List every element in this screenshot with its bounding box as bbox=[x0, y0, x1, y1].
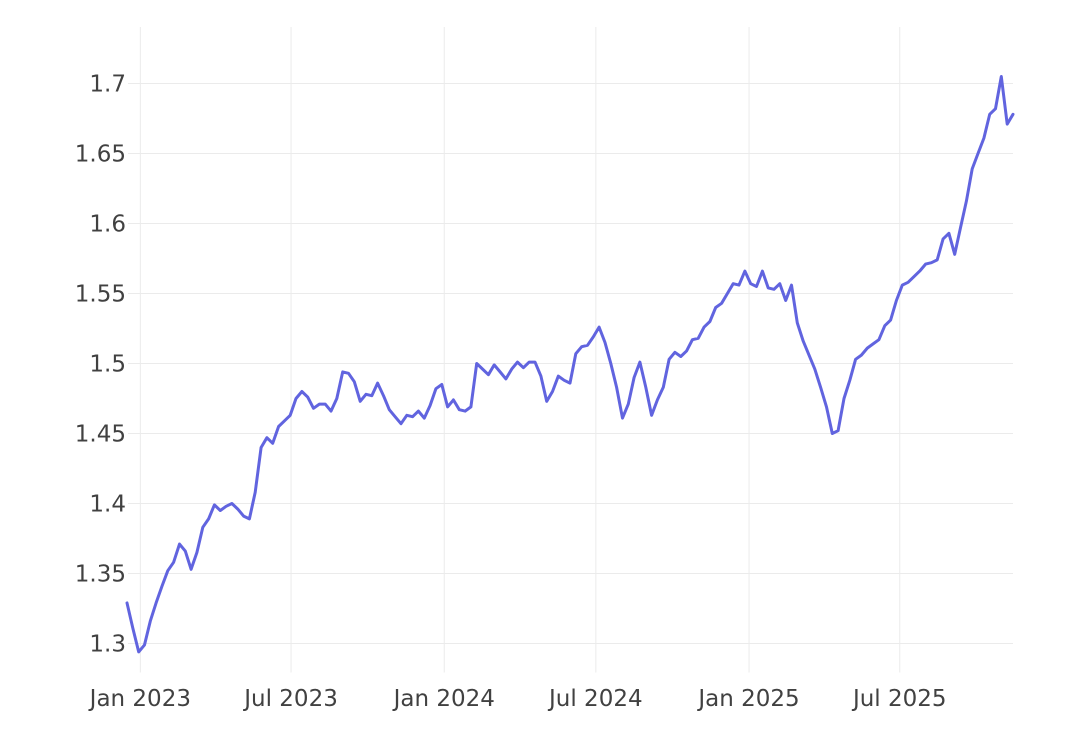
y-tick-label: 1.45 bbox=[75, 422, 126, 448]
vertical-gridlines bbox=[139, 27, 901, 673]
y-tick-label: 1.35 bbox=[75, 562, 126, 588]
x-tick-label: Jan 2025 bbox=[696, 686, 799, 712]
x-tick-label: Jan 2023 bbox=[88, 686, 191, 712]
x-tick-label: Jul 2025 bbox=[851, 686, 947, 712]
y-tick-label: 1.5 bbox=[89, 352, 126, 378]
y-tick-label: 1.4 bbox=[89, 492, 126, 518]
horizontal-gridlines bbox=[128, 83, 1013, 644]
x-tick-label: Jan 2024 bbox=[392, 686, 495, 712]
price-line-series bbox=[125, 75, 1015, 654]
y-axis-labels: 1.3 1.35 1.4 1.45 1.5 1.55 1.6 1.65 1.7 bbox=[75, 72, 126, 658]
x-axis-labels: Jan 2023 Jul 2023 Jan 2024 Jul 2024 Jan 2025… bbox=[88, 686, 947, 712]
y-tick-label: 1.6 bbox=[89, 212, 126, 238]
x-tick-label: Jul 2023 bbox=[242, 686, 338, 712]
y-tick-label: 1.55 bbox=[75, 282, 126, 308]
y-tick-label: 1.65 bbox=[75, 142, 126, 168]
y-tick-label: 1.3 bbox=[89, 632, 126, 658]
x-tick-label: Jul 2024 bbox=[547, 686, 643, 712]
y-tick-label: 1.7 bbox=[89, 72, 126, 98]
